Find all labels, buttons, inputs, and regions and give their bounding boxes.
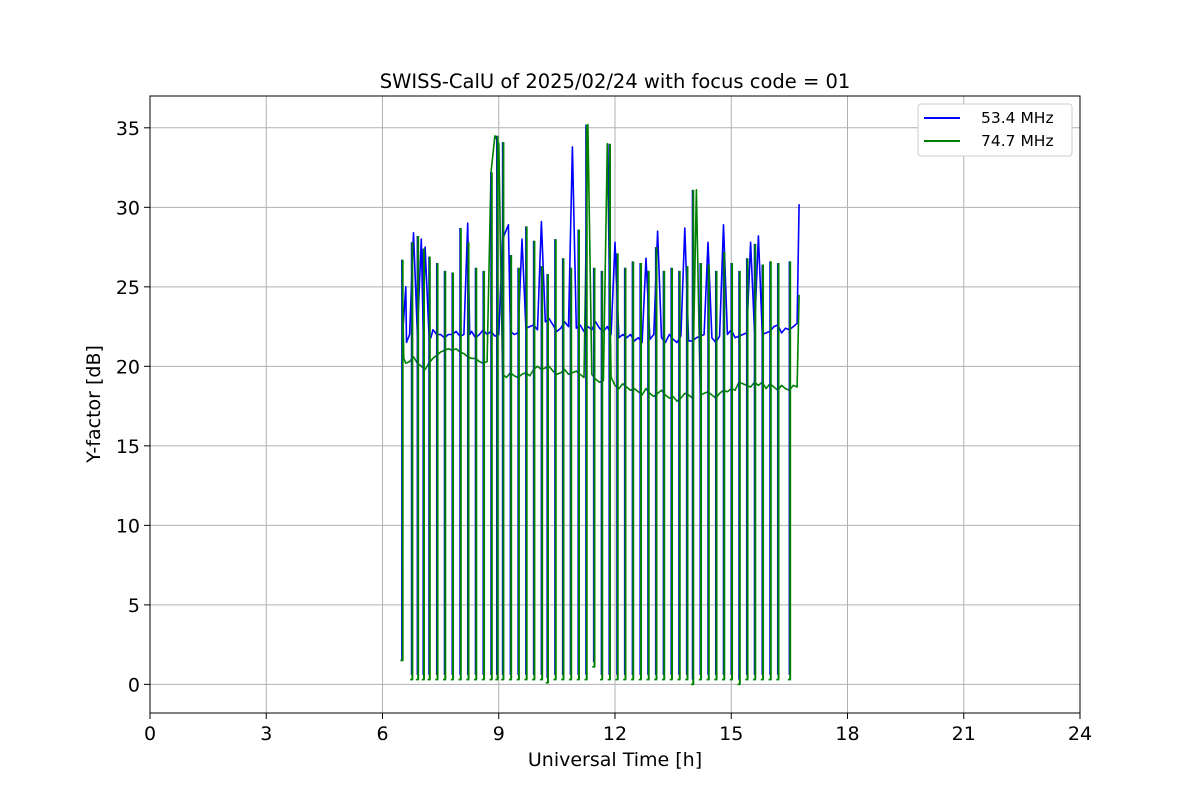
y-tick-label: 5 [128,595,140,617]
y-tick-label: 10 [116,515,140,537]
y-axis-label: Y-factor [dB] [83,345,105,464]
x-tick-label: 15 [719,723,743,745]
x-axis-ticks: 0 3 6 9 12 15 18 21 24 [144,713,1092,745]
x-axis-label: Universal Time [h] [528,749,702,771]
series-line-74-7-mhz [401,123,800,403]
x-tick-label: 24 [1068,723,1092,745]
y-tick-label: 0 [128,674,140,696]
y-tick-label: 25 [116,277,140,299]
x-tick-label: 6 [376,723,388,745]
y-axis-ticks: 0 5 10 15 20 25 30 35 [116,118,150,696]
y-tick-label: 30 [116,197,140,219]
x-tick-label: 21 [952,723,976,745]
y-tick-label: 20 [116,356,140,378]
x-tick-label: 3 [260,723,272,745]
y-tick-label: 35 [116,118,140,140]
plot-series [400,123,800,686]
x-tick-label: 9 [493,723,505,745]
legend-label-74-7-mhz: 74.7 MHz [981,132,1054,150]
x-tick-label: 12 [603,723,627,745]
legend-label-53-4-mhz: 53.4 MHz [981,109,1054,127]
x-tick-label: 18 [835,723,859,745]
chart-title: SWISS-CalU of 2025/02/24 with focus code… [380,70,851,93]
x-tick-label: 0 [144,723,156,745]
y-tick-label: 15 [116,436,140,458]
legend: 53.4 MHz 74.7 MHz [917,103,1073,157]
